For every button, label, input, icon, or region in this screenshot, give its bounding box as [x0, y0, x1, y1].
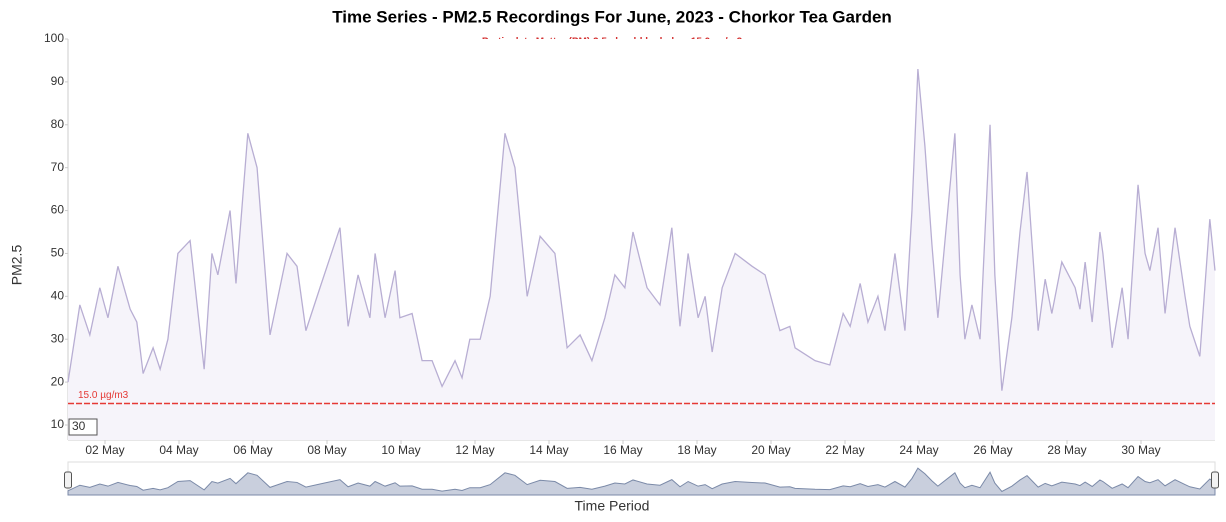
x-tick-label: 30 May	[1121, 443, 1160, 457]
y-tick-label: 40	[51, 288, 65, 302]
chart-title: Time Series - PM2.5 Recordings For June,…	[332, 7, 892, 26]
x-tick-label: 06 May	[233, 443, 272, 457]
navigator-handle[interactable]	[64, 471, 72, 489]
x-tick-label: 04 May	[159, 443, 198, 457]
y-tick-label: 90	[51, 74, 65, 88]
y-tick-label: 60	[51, 203, 65, 217]
x-tick-label: 14 May	[529, 443, 568, 457]
window-input[interactable]	[68, 418, 98, 436]
x-tick-label: 24 May	[899, 443, 938, 457]
x-tick-label: 26 May	[973, 443, 1012, 457]
y-tick-label: 70	[51, 160, 65, 174]
y-tick-label: 10	[51, 417, 65, 431]
x-tick-label: 22 May	[825, 443, 864, 457]
x-axis-label: Time Period	[575, 498, 650, 514]
y-axis-label: PM2.5	[9, 245, 25, 286]
x-tick-label: 16 May	[603, 443, 642, 457]
window-input-value[interactable]: 30	[72, 419, 86, 433]
x-tick-label: 08 May	[307, 443, 346, 457]
x-tick-label: 18 May	[677, 443, 716, 457]
y-tick-label: 30	[51, 331, 65, 345]
x-tick-label: 28 May	[1047, 443, 1086, 457]
navigator-area	[67, 467, 1216, 496]
area-fill	[68, 69, 1215, 440]
y-tick-label: 80	[51, 117, 65, 131]
x-tick-label: 02 May	[85, 443, 124, 457]
x-tick-label: 20 May	[751, 443, 790, 457]
y-tick-label: 100	[44, 31, 64, 45]
x-tick-label: 12 May	[455, 443, 494, 457]
navigator-handle[interactable]	[1211, 471, 1219, 489]
y-tick-label: 20	[51, 374, 65, 388]
x-tick-label: 10 May	[381, 443, 420, 457]
threshold-label: 15.0 µg/m3	[78, 390, 129, 401]
y-tick-label: 50	[51, 246, 65, 260]
series-line	[67, 68, 1216, 391]
